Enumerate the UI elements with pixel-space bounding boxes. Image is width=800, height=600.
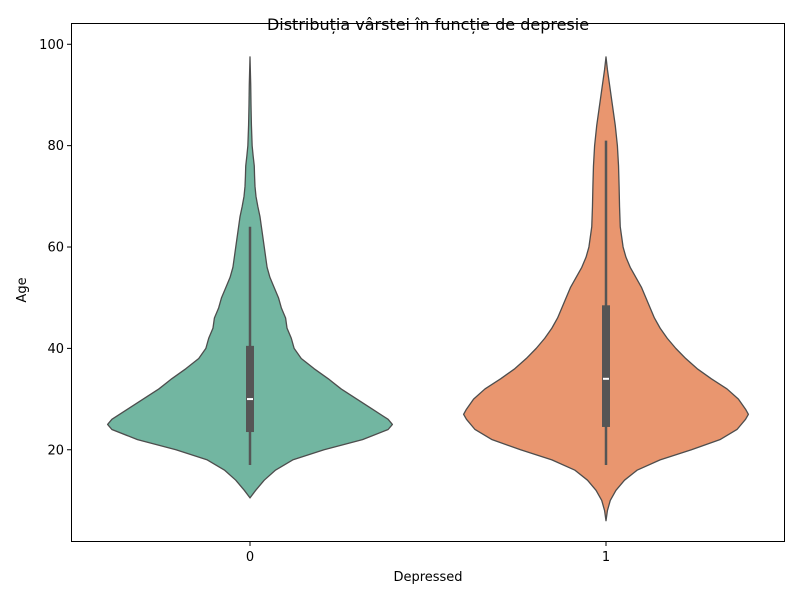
chart-title: Distribuția vârstei în funcție de depres… (267, 15, 589, 34)
violin-iqr-box-1 (602, 305, 610, 427)
x-tick-label: 0 (246, 550, 254, 565)
y-tick-label: 20 (47, 443, 64, 458)
x-tick-label: 1 (602, 550, 610, 565)
y-tick-label: 100 (39, 38, 64, 53)
violin-iqr-box-0 (246, 345, 254, 433)
y-tick-label: 60 (47, 241, 64, 256)
y-tick-label: 40 (47, 342, 64, 357)
x-axis-label: Depressed (393, 570, 462, 585)
violins-group (106, 56, 750, 522)
y-axis-label: Age (15, 277, 30, 302)
y-tick-label: 80 (47, 139, 64, 154)
plot-frame (71, 23, 785, 542)
y-axis: 20 40 60 80 100 (39, 38, 72, 458)
